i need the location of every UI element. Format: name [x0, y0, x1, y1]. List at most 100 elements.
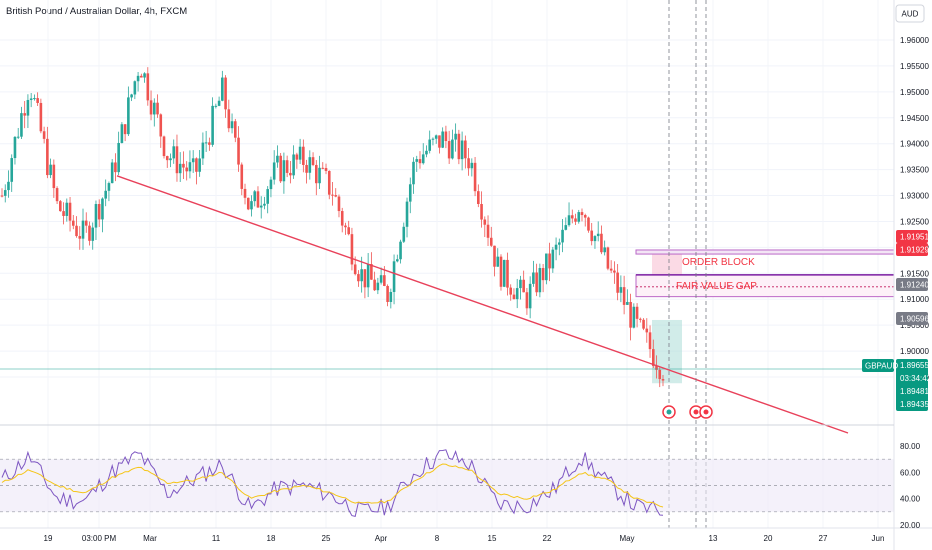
candle-body: [619, 287, 623, 293]
time-tick-label: 8: [435, 534, 440, 543]
price-tags: 1.91951 1.91929 1.91240 1.90596 1.89655 03:34…: [862, 230, 932, 411]
candle-body: [350, 234, 354, 265]
time-tick-label: 11: [212, 534, 221, 543]
time-tick-label: 27: [819, 534, 828, 543]
candle-body: [626, 301, 629, 305]
candle-body: [583, 215, 587, 218]
candle-body: [227, 109, 231, 129]
candle-body: [276, 155, 279, 163]
candle-body: [648, 332, 652, 350]
price-tick-label: 1.96000: [900, 36, 929, 45]
candle-body: [13, 136, 17, 159]
time-tick-label: 25: [322, 534, 331, 543]
time-tick-label: 03:00 PM: [82, 534, 117, 543]
candle-body: [454, 133, 457, 140]
candle-body: [383, 275, 386, 286]
tag-level-1-bg: [896, 278, 928, 291]
candle-body: [259, 205, 263, 208]
candle-body: [574, 218, 577, 222]
candle-body: [298, 146, 302, 160]
candle-body: [169, 158, 172, 161]
time-axis[interactable]: 19 03:00 PM Mar 11 18 25 Apr 8 15 22 May 13 20 27 Jun: [44, 534, 885, 543]
candle-body: [130, 94, 133, 98]
candle-body: [263, 203, 266, 206]
candle-body: [331, 194, 334, 196]
candle-body: [477, 191, 480, 205]
currency-badge[interactable]: AUD: [895, 4, 925, 23]
candle-body: [94, 204, 98, 228]
candle-body: [499, 256, 503, 287]
candle-body: [75, 225, 78, 237]
candle-body: [655, 365, 658, 370]
candle-body: [470, 162, 474, 169]
candle-body: [451, 139, 454, 159]
candle-body: [405, 201, 409, 227]
candle-body: [250, 201, 253, 210]
candle-body: [20, 113, 23, 137]
candle-body: [191, 158, 195, 163]
candle-body: [629, 301, 632, 328]
candle-body: [512, 294, 516, 300]
candle-body: [42, 131, 46, 139]
candle-body: [16, 136, 20, 138]
candle-body: [548, 253, 551, 269]
candle-body: [538, 268, 542, 293]
candle-body: [46, 138, 49, 176]
candle-body: [373, 279, 376, 291]
tag-ob-high-bg: [896, 230, 928, 243]
tag-low-2: 1.89435: [900, 400, 929, 409]
candle-body: [399, 241, 402, 260]
economic-event-icon[interactable]: [699, 405, 713, 419]
tag-countdown: 03:34:42: [900, 374, 932, 383]
economic-event-icon[interactable]: [662, 405, 676, 419]
candle-body: [577, 212, 581, 222]
candle-body: [415, 159, 419, 162]
candle-body: [570, 215, 574, 219]
candle-body: [217, 100, 221, 106]
candle-body: [285, 160, 289, 173]
candle-body: [460, 140, 464, 160]
chart-overlays: [0, 0, 894, 528]
rsi-ma-line: [1, 463, 664, 508]
event-icon-dot: [703, 409, 709, 415]
candle-body: [386, 285, 389, 302]
candle-body: [302, 146, 305, 165]
candle-body: [272, 162, 276, 180]
event-markers[interactable]: [662, 405, 713, 419]
candle-body: [645, 328, 649, 333]
rsi-axis: 80.00 60.00 40.00 20.00: [900, 442, 921, 530]
candle-body: [528, 283, 532, 309]
candle-body: [412, 161, 415, 185]
candle-body: [243, 188, 247, 198]
candle-body: [256, 191, 260, 208]
candle-body: [198, 158, 201, 172]
order-block-label: ORDER BLOCK: [682, 257, 755, 268]
smc-zones: [635, 249, 895, 384]
candle-body: [632, 306, 636, 328]
tag-current-bg: [896, 359, 928, 411]
candle-body: [616, 272, 619, 293]
candle-body: [195, 158, 198, 172]
candle-body: [532, 272, 535, 284]
candle-body: [473, 162, 477, 192]
candle-body: [590, 230, 594, 242]
price-grid: [0, 0, 894, 528]
candle-body: [639, 318, 642, 320]
candle-body: [457, 133, 461, 160]
price-axis[interactable]: 1.96000 1.95500 1.95000 1.94500 1.94000 1.935…: [900, 36, 929, 382]
candle-body: [408, 184, 412, 202]
candle-body: [587, 217, 590, 231]
event-icon-dot: [693, 409, 699, 415]
price-tick-label: 1.94000: [900, 140, 929, 149]
candle-body: [52, 164, 56, 189]
candle-body: [211, 105, 214, 145]
candle-body: [522, 279, 525, 293]
candle-body: [104, 190, 107, 199]
candle-body: [120, 124, 124, 143]
candle-body: [49, 164, 52, 176]
tag-current: 1.89655: [900, 361, 929, 370]
candle-body: [561, 229, 564, 243]
order-block-box: [635, 249, 895, 255]
economic-event-icon[interactable]: [689, 405, 703, 419]
